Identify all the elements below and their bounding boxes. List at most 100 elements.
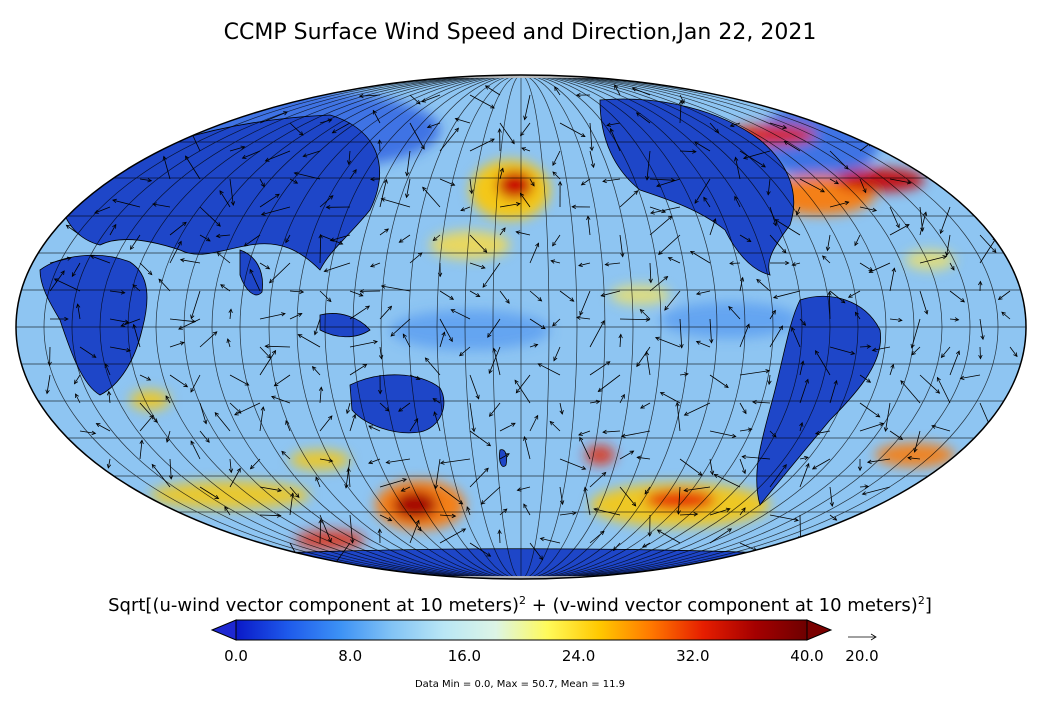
wind-vector-head [620,252,625,258]
wind-vector [829,290,846,304]
wind-vector-head [959,375,965,381]
wind-vector [619,450,634,460]
wind-vector-head [293,171,299,176]
wind-vector-head [729,122,735,128]
wind-vector [74,374,81,384]
wind-vector [229,309,232,320]
wind-vector-head [602,178,607,184]
wind-vector [285,420,291,432]
wind-vector-head [168,475,174,480]
wind-vector [469,467,489,488]
colorbar-tick-label: 32.0 [676,647,709,662]
wind-vector-head [185,155,190,161]
wind-vector [767,178,771,195]
wind-vector-head [226,338,231,343]
wind-vector-head [178,325,183,330]
wind-vector-head [633,190,639,195]
wind-vector [656,178,681,187]
wind-vector-head [602,429,607,435]
wind-vector-head [490,138,495,143]
wind-vector-head [95,423,101,428]
wind-vector [379,478,407,488]
wind-vector [349,514,353,543]
wind-vector [348,468,351,488]
wind-vector [728,306,741,320]
wind-vector-head [147,270,153,276]
wind-vector [799,463,810,488]
wind-vector-head [535,242,540,248]
wind-vector [469,178,473,194]
wind-vector-head [426,124,432,129]
wind-vector [259,346,271,359]
wind-vector [649,276,668,292]
wind-vector-head [540,325,546,330]
wind-vector [139,262,153,275]
wind-vector-head [505,453,510,458]
wind-vector [739,234,752,242]
wind-vector [303,150,321,157]
wind-vector [889,268,895,292]
wind-vector-head [501,227,506,233]
wind-vector-head [387,517,393,522]
wind-vector-head [328,458,334,463]
wind-vector [390,318,411,337]
wind-vector-head [120,290,126,295]
wind-vector [77,304,81,320]
wind-vector-head [260,211,266,216]
wind-vector [791,327,801,348]
wind-vector [229,374,249,386]
wind-vector-head [866,459,872,464]
wind-vector-head [648,278,653,284]
wind-vector [709,122,719,133]
wind-vector-head [331,129,337,134]
wind-vector [112,199,141,208]
wind-vector [559,290,574,302]
wind-vector [594,508,621,516]
wind-vector [229,178,234,206]
wind-vector [637,456,651,460]
wind-vector [799,178,825,193]
wind-vector [694,178,711,204]
wind-vector-head [549,420,555,426]
wind-vector-head [631,87,637,92]
wind-vector [289,122,304,136]
wind-vector-head [534,414,539,420]
wind-vector-head [727,528,733,533]
wind-vector-head [66,256,72,261]
wind-vector-head [620,393,625,399]
wind-vector [499,422,516,432]
wind-vector-head [318,518,323,524]
wind-vector [650,206,681,214]
wind-vector-head [190,440,195,446]
wind-vector-head [922,211,928,217]
wind-vector-head [276,513,282,518]
wind-vector [529,542,543,560]
wind-vector [690,251,711,264]
wind-vector [554,86,561,96]
wind-vector [169,318,196,323]
wind-vector-head [244,381,250,386]
wind-vector [151,464,171,488]
wind-vector [460,206,471,211]
wind-vector-head [644,350,650,356]
wind-vector-head [285,238,290,244]
wind-vector-head [647,532,652,537]
wind-vector-head [466,506,471,512]
wind-vector-head [293,179,299,184]
wind-vector [515,374,531,394]
wind-vector [619,234,624,257]
wind-vector-head [821,255,827,260]
wind-vector-head [162,155,167,161]
wind-vector-head [844,165,849,170]
wind-vector-head [488,412,494,417]
wind-vector [469,542,491,557]
wind-vector-head [378,354,384,360]
wind-vector-head [158,278,163,284]
wind-vector [319,290,332,302]
wind-vector [349,290,363,297]
wind-vector-head [53,278,59,283]
wind-vector-head [214,412,219,417]
wind-vector-head [454,127,459,133]
wind-vector-head [695,291,701,296]
wind-vector [379,140,381,152]
